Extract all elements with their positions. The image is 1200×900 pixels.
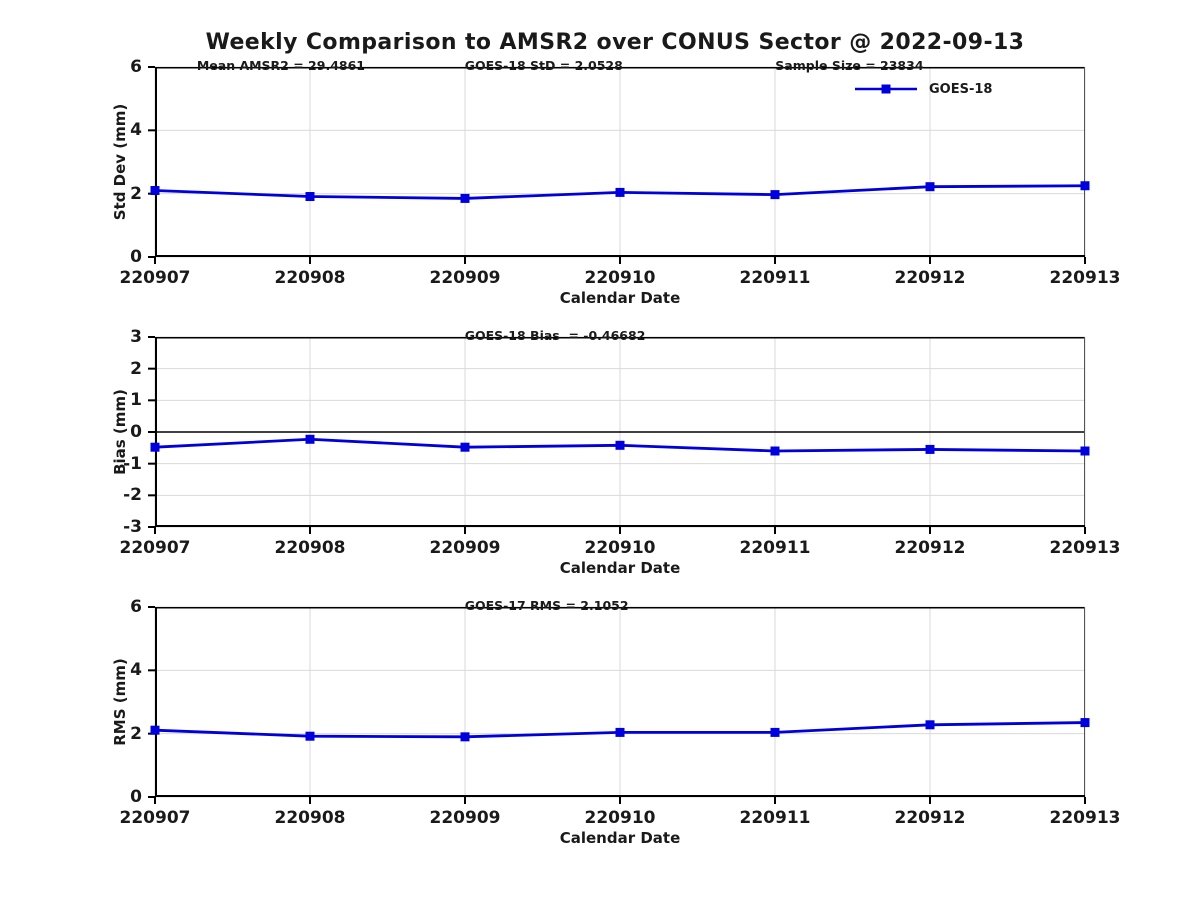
x-axis-label-rms: Calendar Date (559, 829, 681, 847)
plot-area-rms: 0 2 4 6 220907 220908 220909 220910 220911 220912… (120, 597, 1121, 828)
x-tick-label: 220910 (584, 808, 656, 828)
y-axis-label-std-dev: Std Dev (mm) (111, 103, 129, 221)
plot-area-bias: 3 2 1 0 -1 -2 -3 220907 220908 220909 220910 220911… (120, 327, 1121, 558)
x-tick-label: 220909 (429, 808, 501, 828)
x-tick-label: 220913 (1049, 268, 1121, 288)
chart-svg (148, 606, 1090, 804)
plot-annotation: GOES-18 StD = 2.0528 (464, 58, 623, 73)
x-axis-label-std-dev: Calendar Date (559, 289, 681, 307)
legend: GOES-18 (855, 80, 992, 98)
plot-annotation: Mean AMSR2 = 29.4861 (196, 58, 365, 73)
y-tick-label: 2 (130, 183, 142, 204)
plot-annotation: GOES-18 Bias = -0.46682 (464, 328, 646, 343)
y-tick-label: 0 (130, 422, 142, 442)
y-tick-label: 6 (130, 57, 142, 77)
x-tick-label: 220911 (739, 268, 811, 288)
x-tick-label: 220912 (894, 808, 966, 828)
x-tick-label: 220910 (584, 538, 656, 558)
figure-title: Weekly Comparison to AMSR2 over CONUS Se… (205, 30, 1025, 55)
x-tick-label: 220909 (429, 538, 501, 558)
y-tick-label: -1 (123, 453, 142, 474)
y-tick-label: 3 (130, 327, 142, 347)
y-tick-label: 2 (130, 358, 142, 379)
x-tick-label: 220907 (119, 538, 191, 558)
x-tick-label: 220907 (119, 808, 191, 828)
y-tick-label: -2 (123, 485, 142, 506)
y-tick-label: 2 (130, 723, 142, 744)
x-tick-label: 220910 (584, 268, 656, 288)
y-tick-label: 0 (130, 787, 142, 807)
plot-annotation: Sample Size = 23834 (775, 58, 924, 73)
subplot-rms: RMS (mm) 0 2 4 6 220907 220908 220909 220910 220… (0, 597, 1200, 857)
x-tick-label: 220908 (274, 538, 346, 558)
x-tick-label: 220908 (274, 268, 346, 288)
x-tick-label: 220912 (894, 538, 966, 558)
x-tick-label: 220911 (739, 538, 811, 558)
y-tick-label: 6 (130, 597, 142, 617)
legend-label: GOES-18 (929, 81, 993, 97)
x-tick-label: 220913 (1049, 808, 1121, 828)
x-tick-label: 220908 (274, 808, 346, 828)
y-tick-label: 0 (130, 247, 142, 267)
subplot-bias: Bias (mm) 3 2 1 0 -1 -2 -3 220907 220908 220909 22… (0, 327, 1200, 587)
x-tick-label: 220913 (1049, 538, 1121, 558)
x-axis-label-bias: Calendar Date (559, 559, 681, 577)
x-tick-label: 220911 (739, 808, 811, 828)
y-axis-label-rms: RMS (mm) (111, 658, 129, 746)
y-tick-label: 1 (130, 390, 142, 411)
plot-annotation: GOES-17 RMS = 2.1052 (464, 598, 629, 613)
x-tick-label: 220907 (119, 268, 191, 288)
plot-area-std-dev: 0 2 4 6 220907 220908 220909 220910 220911 220912… (120, 57, 1121, 288)
y-tick-label: -3 (123, 517, 142, 537)
legend-line-marker-icon (855, 81, 917, 97)
chart-svg (148, 336, 1090, 534)
y-tick-label: 4 (130, 660, 142, 681)
chart-svg (148, 66, 1090, 264)
subplot-std-dev: Std Dev (mm) 0 2 4 6 220907 220908 220909 22091… (0, 57, 1200, 317)
x-tick-label: 220909 (429, 268, 501, 288)
y-tick-label: 4 (130, 120, 142, 141)
x-tick-label: 220912 (894, 268, 966, 288)
